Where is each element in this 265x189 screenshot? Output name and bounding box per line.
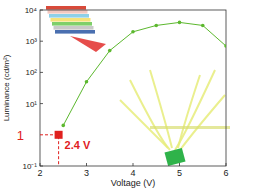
point [178,21,182,25]
y-tick-label: 10¹ [25,100,37,109]
x-tick-label: 3 [84,168,89,178]
splash-stroke [180,95,225,150]
data-group [55,21,226,139]
x-tick [226,163,227,166]
y-tick [40,166,43,167]
y-tick-label: 10⁻¹ [22,162,37,171]
chart: 2 3 4 5 6 10⁻¹ 10¹ 10² 10³ 10⁴ Voltage (V) Luminanc… [0,0,265,189]
x-tick [179,163,180,166]
y-tick-label: 10² [25,68,37,77]
device-in-water [164,148,185,166]
point [131,30,135,34]
x-tick [133,163,134,166]
device-layer [49,14,89,18]
y-tick [40,103,43,104]
point [154,24,158,28]
annotation: 1 [17,128,24,143]
water-surface [150,126,230,129]
device-inset [46,6,106,52]
point [61,124,65,128]
point [85,80,89,84]
y-tick-label: 10³ [25,37,37,46]
device-layer [55,30,95,34]
device-layer [54,26,94,30]
plot-frame [40,10,226,166]
device-layer [48,10,88,14]
point [224,44,226,48]
x-tick [40,163,41,166]
y-tick [40,10,43,11]
y-tick-label: 10⁴ [25,6,38,15]
device-layer [46,6,86,10]
y-axis-label: Luminance (cd/m²) [2,54,11,121]
splash-inset [120,70,230,166]
emission-beam [70,36,106,52]
device-layer [52,22,92,26]
y-tick [40,41,43,42]
x-tick-label: 5 [177,168,182,178]
x-tick-label: 6 [223,168,228,178]
point [201,24,205,28]
x-axis-label: Voltage (V) [111,178,156,188]
point [55,131,63,139]
x-tick-label: 2 [37,168,42,178]
annotation: 2.4 V [65,139,91,151]
device-layer [51,18,91,22]
splash-stroke [178,75,200,148]
x-tick-label: 4 [130,168,135,178]
series-line [63,22,226,125]
splash-stroke [150,70,172,148]
guide-line [40,135,59,166]
x-tick [86,163,87,166]
point [108,49,112,53]
y-tick [40,72,43,73]
splash-stroke [175,70,215,150]
